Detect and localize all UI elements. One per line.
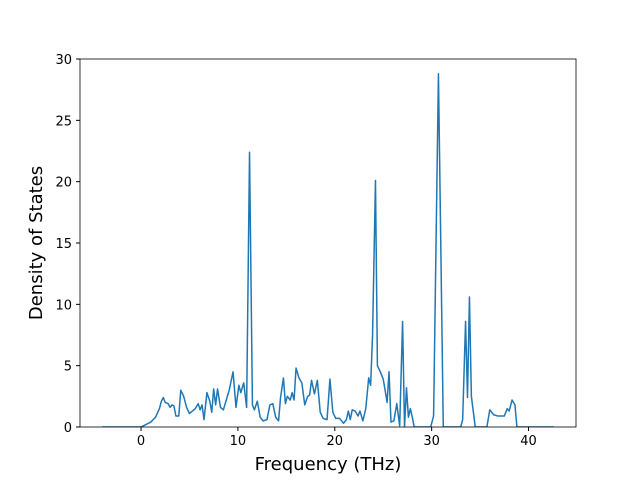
y-tick-label: 5 [64,360,72,375]
x-tick-label: 10 [230,434,247,449]
y-tick-label: 30 [55,53,72,68]
x-tick-label: 30 [423,434,440,449]
x-tick-label: 0 [137,434,145,449]
plot-frame [79,58,577,428]
y-axis-label: Density of States [26,166,47,320]
x-axis-label: Frequency (THz) [255,454,402,475]
x-tick-label: 40 [520,434,537,449]
y-tick-label: 10 [55,298,72,313]
x-tick-label: 20 [327,434,344,449]
y-tick-label: 20 [55,176,72,191]
y-tick-label: 0 [64,421,72,436]
line [102,72,554,427]
y-tick-label: 25 [55,114,72,129]
y-tick-label: 15 [55,237,72,252]
